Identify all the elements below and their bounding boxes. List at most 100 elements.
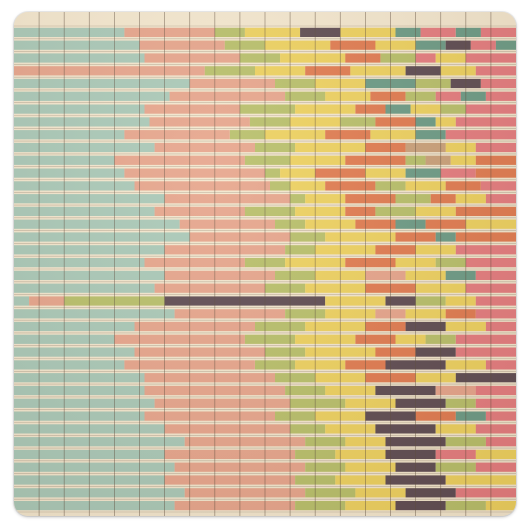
bar-segment-29-3	[345, 398, 396, 408]
bar-segment-34-6	[475, 462, 516, 472]
bar-segment-36-2	[305, 488, 356, 498]
bar-segment-32-0	[14, 437, 185, 447]
bar-segment-18-4	[345, 258, 396, 268]
bar-segment-21-6	[415, 296, 446, 306]
bar-segment-13-6	[430, 194, 456, 204]
bar-segment-15-5	[395, 219, 426, 229]
bar-segment-36-5	[455, 488, 516, 498]
bar-segment-36-0	[14, 488, 185, 498]
bar-segment-12-6	[405, 181, 446, 191]
bar-segment-11-8	[475, 168, 516, 178]
bar-segment-12-0	[14, 181, 135, 191]
bar-segment-7-4	[340, 117, 376, 127]
bar-segment-33-3	[335, 449, 386, 459]
bar-segment-9-4	[365, 142, 406, 153]
bar-segment-2-2	[239, 53, 281, 63]
bar-segment-22-1	[174, 309, 285, 319]
bar-segment-31-3	[325, 424, 376, 434]
bar-segment-25-6	[455, 347, 516, 357]
bar-segment-13-8	[485, 194, 516, 204]
bar-segment-11-1	[124, 168, 266, 178]
bar-segment-0-3	[244, 27, 301, 37]
bar-segment-9-1	[154, 142, 255, 153]
bar-segment-14-1	[154, 206, 245, 216]
bar-segment-25-2	[265, 347, 306, 357]
bar-segment-26-7	[485, 360, 516, 370]
bar-segment-15-0	[14, 219, 180, 229]
bar-segment-6-2	[239, 104, 296, 114]
bar-segment-37-3	[345, 501, 396, 511]
bar-segment-1-3	[265, 40, 331, 50]
bar-segment-21-1	[29, 296, 65, 306]
bar-segment-7-0	[14, 117, 150, 127]
bar-segment-1-0	[14, 40, 140, 50]
bar-segment-18-1	[144, 258, 245, 268]
bar-segment-37-4	[395, 501, 446, 511]
bar-segment-29-0	[14, 398, 155, 408]
bar-segment-12-2	[270, 181, 291, 191]
bar-segment-34-3	[345, 462, 396, 472]
bar-segment-9-2	[255, 142, 296, 153]
bar-segment-21-8	[475, 296, 516, 306]
stacked-bar-chart	[14, 12, 516, 516]
bar-segment-2-0	[14, 53, 145, 63]
bar-segment-22-3	[325, 309, 376, 319]
bar-segment-6-5	[385, 104, 411, 114]
bar-segment-1-7	[445, 40, 471, 50]
bar-segment-20-3	[305, 283, 366, 293]
bar-segment-0-4	[300, 27, 341, 37]
bar-segment-4-0	[14, 78, 190, 89]
bar-segment-30-5	[415, 411, 456, 421]
bar-segment-12-3	[290, 181, 326, 191]
bar-segment-27-2	[275, 373, 316, 383]
bar-segment-22-7	[475, 309, 516, 319]
bar-segment-34-0	[14, 462, 175, 472]
bar-segment-20-2	[265, 283, 306, 293]
bar-segment-33-4	[385, 449, 436, 459]
bar-segment-1-5	[375, 40, 416, 50]
bar-segment-6-3	[295, 104, 356, 114]
bar-segment-16-6	[435, 232, 456, 242]
bar-segment-5-0	[14, 91, 170, 101]
bar-segment-3-3	[305, 66, 351, 76]
bar-segment-10-3	[290, 155, 346, 165]
bar-segment-7-5	[375, 117, 416, 127]
bar-segment-5-6	[435, 91, 461, 101]
bar-segment-0-5	[340, 27, 396, 37]
bar-segment-14-7	[455, 206, 516, 216]
bar-segment-25-5	[415, 347, 456, 357]
bar-segment-23-0	[14, 321, 135, 332]
bar-segment-30-7	[485, 411, 516, 421]
bar-segment-24-1	[114, 334, 245, 344]
bar-segment-9-3	[295, 142, 366, 153]
bar-segment-0-8	[455, 27, 481, 37]
bar-segment-11-2	[265, 168, 281, 178]
bar-segment-12-7	[445, 181, 481, 191]
bar-segment-25-1	[134, 347, 265, 357]
bar-segment-4-1	[189, 78, 275, 89]
bar-segment-10-8	[475, 155, 516, 165]
bar-segment-19-6	[445, 270, 476, 280]
bar-segment-34-2	[305, 462, 346, 472]
bar-segment-3-7	[475, 66, 516, 76]
bar-segment-14-3	[295, 206, 346, 216]
bar-segment-31-6	[475, 424, 516, 434]
bar-segment-14-4	[345, 206, 376, 216]
bar-segment-23-4	[365, 321, 406, 332]
bar-segment-19-4	[365, 270, 406, 280]
bar-segment-16-2	[290, 232, 326, 242]
bar-segment-26-3	[295, 360, 346, 370]
bar-segment-7-1	[149, 117, 250, 127]
bar-segment-22-5	[405, 309, 446, 319]
bar-segment-0-1	[124, 27, 215, 37]
bar-segment-17-5	[415, 245, 456, 255]
bar-segment-37-1	[174, 501, 296, 511]
bar-segment-5-2	[285, 91, 326, 101]
bar-segment-13-4	[345, 194, 396, 204]
bar-segment-1-8	[470, 40, 496, 50]
bar-segment-10-2	[244, 155, 291, 165]
bar-segment-28-2	[285, 385, 326, 396]
bar-segment-37-2	[295, 501, 346, 511]
bar-segment-16-3	[325, 232, 366, 242]
bar-segment-21-5	[385, 296, 416, 306]
